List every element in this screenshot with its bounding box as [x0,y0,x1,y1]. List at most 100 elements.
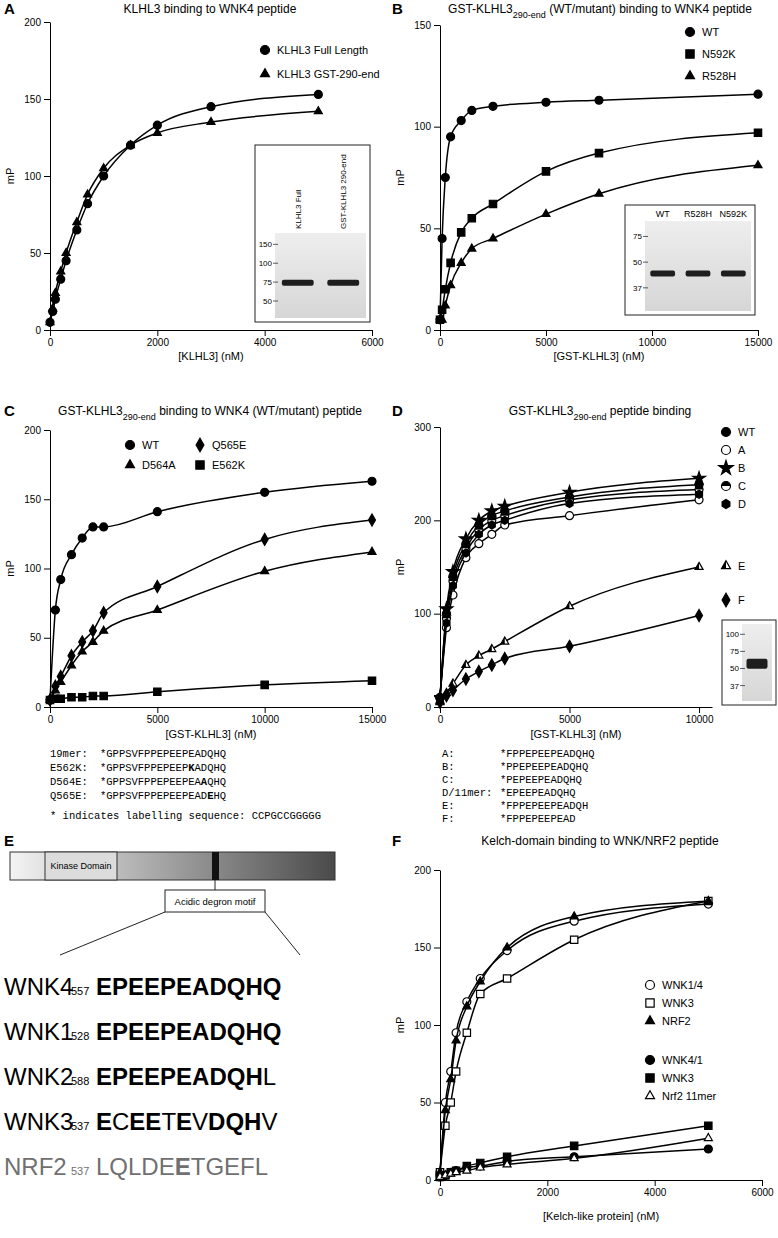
marker-half [695,486,703,490]
gel-inset: 100755037 [722,620,776,705]
y-tick: 0 [425,325,440,336]
plot-data [434,472,705,709]
marker-shape [49,304,57,311]
sequence-bold: EPEEPEADQH [96,1063,263,1090]
marker-shape [501,516,508,524]
data-point [207,103,215,111]
sequence: *GPPSVFPPEPEEPEAAQHQ [100,776,226,788]
legend-entry: WNK3 [646,997,694,1009]
marker-shape [646,1091,655,1099]
gel-lane-label: WT [656,209,670,219]
sequence-label: D/11mer: [442,787,492,799]
x-tick: 6000 [361,330,384,348]
marker-shape [126,441,135,450]
y-tick: 150 [24,494,50,505]
sequence-bold: EPEEPEADQHQ [96,1018,281,1045]
sequence-part: *GPPSVFPPEPEEPEA [100,776,202,788]
marker-shape [475,666,482,678]
series-line [440,94,758,320]
x-axis-title: [Kelch-like protein] (nM) [543,1210,659,1222]
data-point [489,102,497,110]
data-point [452,1036,460,1043]
data-point [89,523,97,531]
data-point [489,200,496,207]
marker-shape [754,161,762,168]
y-axis: 0100200300 [414,422,440,713]
panel-label: E [4,832,14,849]
y-tick-mark [44,499,50,500]
data-point [463,1029,470,1036]
gel-frame [255,145,370,322]
data-point [570,936,577,943]
marker-shape [207,118,215,125]
x-axis-line [441,1180,763,1181]
y-tick: 100 [414,608,440,619]
legend-entry: KLHL3 Full Length [261,44,369,56]
data-point [449,582,456,590]
x-axis-title: [KLHL3] (nM) [178,350,243,362]
marker-shape [261,567,269,574]
x-tick: 6000 [751,1180,774,1198]
panel: FKelch-domain binding to WNK/NRF2 peptid… [392,832,774,1222]
legend-label: WNK1/4 [662,979,703,991]
protein-bar [10,852,335,880]
y-tick-label: 200 [414,515,431,526]
motif-label: Acidic degron motif [175,896,256,907]
data-point [154,581,161,593]
marker-shape [498,500,511,512]
marker-shape [452,1167,459,1174]
x-tick-mark [655,1180,656,1186]
series-line [50,481,372,700]
marker-shape [51,686,59,693]
gel-marker-label: 37 [633,284,642,293]
y-tick-label: 0 [425,702,431,713]
marker-shape [196,438,204,452]
marker-shape [595,149,602,156]
y-axis-line [440,428,441,708]
data-point [154,688,161,695]
marker-shape [646,999,654,1007]
marker-shape [501,652,508,664]
x-tick: 0 [48,707,54,725]
data-point [463,1166,471,1173]
marker-shape [449,684,456,696]
y-tick-label: 50 [420,1097,432,1108]
y-tick: 100 [414,1020,440,1031]
x-tick-label: 4000 [254,337,277,348]
x-tick: 5000 [559,707,582,725]
marker-shape [100,523,108,531]
data-point [503,1160,511,1167]
legend-label: B [738,462,745,474]
marker-shape [566,602,574,609]
marker-shape [452,1068,459,1075]
data-point [89,637,97,644]
gel-image [275,233,366,318]
marker-shape [722,428,731,437]
y-tick: 100 [24,171,50,182]
y-tick-label: 150 [24,94,41,105]
data-point [57,576,65,584]
marker-shape [154,581,161,593]
series-line [440,494,699,697]
data-point [570,1154,578,1161]
data-point [368,547,376,554]
data-point [261,681,268,688]
x-tick-label: 15000 [745,337,773,348]
series-line [50,94,318,322]
data-point [57,695,64,702]
series-line [440,485,699,698]
legend-label: R528H [702,70,736,82]
x-axis-title: [GST-KLHL3] (nM) [553,350,644,362]
x-tick: 10000 [686,707,714,725]
title-part: Kelch-domain binding to WNK/NRF2 peptide [481,834,719,848]
marker-shape [447,259,454,266]
gel-ladder-tick [643,236,648,237]
marker-shape [438,315,446,322]
marker-shape [468,214,475,221]
gel-ladder-tick [273,301,278,302]
row-sequence: ECEETEVDQHV [96,1108,277,1135]
x-tick: 0 [438,330,444,348]
marker-shape [79,694,86,701]
y-tick-mark [434,1103,440,1104]
data-point [754,129,761,136]
